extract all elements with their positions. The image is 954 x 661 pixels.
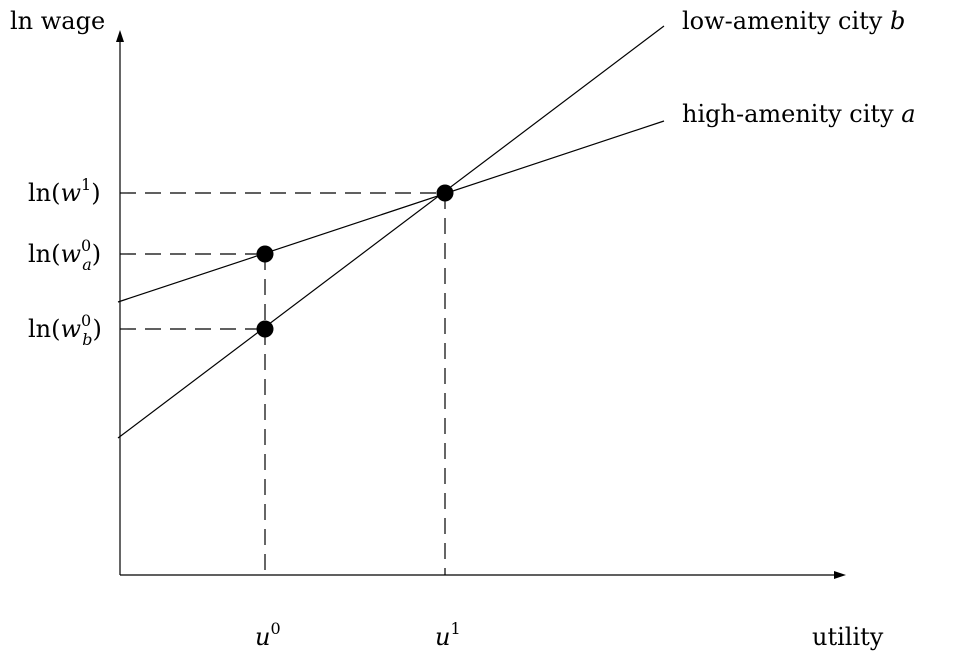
tick-ln-wb0: ln(w0 b) xyxy=(28,311,102,349)
high-amenity-label: high-amenity city a xyxy=(682,100,916,128)
tick-u0: u0 xyxy=(255,619,281,651)
tick-u1: u1 xyxy=(435,619,461,651)
low-amenity-label: low-amenity city b xyxy=(682,7,905,35)
point-u0-high-amenity xyxy=(256,245,274,263)
y-axis-arrowhead xyxy=(116,30,124,42)
x-axis-title: utility xyxy=(812,623,884,651)
point-u1-intersection xyxy=(436,184,454,202)
low-amenity-line xyxy=(117,25,665,439)
point-u0-low-amenity xyxy=(256,320,274,338)
y-axis-title: ln wage xyxy=(10,7,105,35)
x-axis-arrowhead xyxy=(834,571,846,579)
tick-ln-wa0: ln(w0 a) xyxy=(28,236,101,274)
high-amenity-line xyxy=(117,120,665,303)
tick-ln-w1: ln(w1) xyxy=(28,175,101,207)
